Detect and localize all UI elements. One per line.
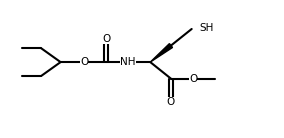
Text: O: O	[102, 34, 110, 44]
Text: O: O	[167, 97, 175, 107]
Text: O: O	[189, 74, 197, 84]
Polygon shape	[150, 44, 173, 62]
Text: SH: SH	[199, 23, 214, 33]
Text: O: O	[80, 57, 88, 67]
Text: NH: NH	[120, 57, 136, 67]
